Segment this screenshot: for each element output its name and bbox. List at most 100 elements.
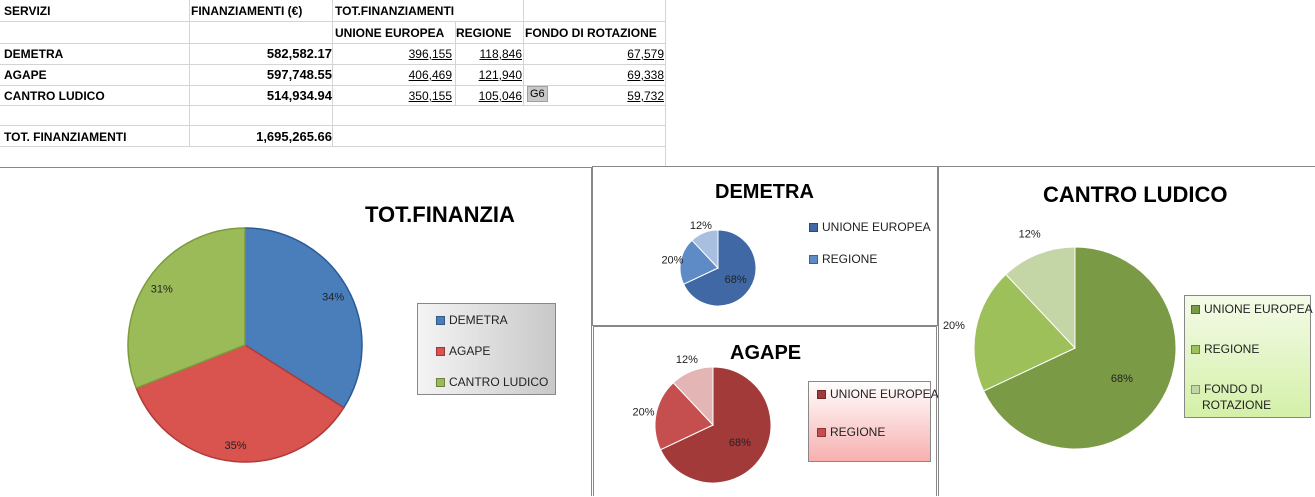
legend-item-agape: AGAPE: [436, 344, 490, 358]
row-ue-cantro-ludico[interactable]: 350,155: [408, 89, 452, 103]
row-total-agape[interactable]: 597,748.55: [266, 67, 332, 82]
legend-label: AGAPE: [449, 344, 491, 358]
grid-line: [0, 146, 666, 147]
legend-item-unione-europea: UNIONE EUROPEA: [809, 220, 931, 234]
pie-percent-label: 34%: [322, 292, 344, 304]
pie-percent-label: 20%: [661, 254, 683, 266]
legend-item-unione-europea: UNIONE EUROPEA: [817, 387, 939, 401]
legend-item-fondo-di-rotazione-line2: ROTAZIONE: [1202, 398, 1271, 412]
legend-swatch: [1191, 345, 1200, 355]
pie-slice-unione-europea[interactable]: [659, 366, 772, 484]
row-ue-agape[interactable]: 406,469: [408, 68, 452, 82]
pie-percent-label: 31%: [151, 283, 173, 295]
row-regione-cantro-ludico[interactable]: 105,046: [478, 89, 522, 103]
legend-label: UNIONE EUROPEA: [830, 387, 939, 401]
chart-cantro-ludico[interactable]: CANTRO LUDICO 68% 20% 12% UNIONE EUROPEA R…: [938, 166, 1315, 496]
pie-slice-fondo-di-rotazione[interactable]: [1005, 246, 1076, 350]
legend-swatch: [436, 316, 445, 326]
chart-tot-finanzia[interactable]: TOT.FINANZIA 34% 35% 31% DEMETRA AGAPE CAN…: [0, 167, 592, 496]
row-fondo-agape[interactable]: 69,338: [627, 68, 664, 82]
legend-swatch: [809, 255, 818, 265]
grid-line: [0, 85, 666, 86]
grid-line: [189, 0, 190, 146]
row-name-agape[interactable]: AGAPE: [4, 68, 47, 82]
pie-chart-agape: 68% 20% 12%: [632, 354, 772, 484]
row-fondo-cantro-ludico[interactable]: 59,732: [627, 89, 664, 103]
pie-slice-fondo-di-rotazione[interactable]: [691, 229, 719, 270]
grid-line: [332, 0, 333, 146]
legend-item-regione: REGIONE: [809, 252, 877, 266]
legend-label: DEMETRA: [449, 313, 508, 327]
header-unione-europea[interactable]: UNIONE EUROPEA: [335, 26, 445, 40]
chart-agape[interactable]: AGAPE 68% 20% 12% UNIONE EUROPEA REGIONE: [593, 326, 939, 496]
chart-title: CANTRO LUDICO: [1043, 182, 1228, 207]
row-total-demetra[interactable]: 582,582.17: [266, 46, 332, 61]
pie-percent-label: 20%: [632, 407, 654, 419]
row-regione-demetra[interactable]: 118,846: [479, 47, 523, 61]
grid-line: [0, 125, 666, 126]
chart-title: DEMETRA: [715, 181, 814, 203]
chart-legend[interactable]: UNIONE EUROPEA REGIONE FONDO DI ROTAZION…: [1184, 295, 1313, 418]
chart-title: AGAPE: [730, 342, 802, 364]
grid-line: [665, 0, 666, 166]
legend-label: ROTAZIONE: [1202, 398, 1272, 412]
legend-item-regione: REGIONE: [1191, 342, 1259, 356]
legend-swatch: [1191, 385, 1200, 395]
chart-legend[interactable]: DEMETRA AGAPE CANTRO LUDICO: [417, 303, 556, 395]
pie-percent-label: 12%: [690, 220, 712, 232]
legend-swatch: [809, 223, 818, 233]
pie-slice-regione[interactable]: [654, 382, 714, 451]
row-name-demetra[interactable]: DEMETRA: [4, 47, 64, 61]
legend-label: UNIONE EUROPEA: [822, 220, 931, 234]
grid-line: [523, 0, 524, 105]
legend-item-fondo-di-rotazione: FONDO DI: [1191, 382, 1263, 396]
spreadsheet-area: SERVIZI FINANZIAMENTI (€) TOT.FINANZIAME…: [0, 0, 666, 166]
legend-label: REGIONE: [830, 425, 886, 439]
grid-line: [455, 21, 456, 105]
grand-total-label[interactable]: TOT. FINANZIAMENTI: [4, 130, 127, 144]
legend-label: FONDO DI: [1204, 382, 1263, 396]
grid-line: [0, 64, 666, 65]
grid-line: [0, 105, 666, 106]
pie-slice-regione[interactable]: [973, 273, 1076, 392]
pie-chart-cantro-ludico: 68% 20% 12%: [943, 228, 1177, 450]
header-servizi[interactable]: SERVIZI: [4, 4, 51, 18]
pie-chart-total: 34% 35% 31%: [127, 227, 363, 463]
header-tot-finanziamenti[interactable]: TOT.FINANZIAMENTI: [335, 4, 455, 18]
pie-slice-unione-europea[interactable]: [982, 246, 1177, 450]
legend-item-cantro-ludico: CANTRO LUDICO: [436, 375, 548, 389]
legend-label: UNIONE EUROPEA: [1204, 302, 1313, 316]
pie-chart-demetra: 68% 20% 12%: [661, 220, 757, 307]
row-ue-demetra[interactable]: 396,155: [408, 47, 452, 61]
row-regione-agape[interactable]: 121,940: [478, 68, 522, 82]
legend-item-unione-europea: UNIONE EUROPEA: [1191, 302, 1313, 316]
legend-swatch: [817, 390, 826, 400]
grid-line: [0, 21, 666, 22]
row-name-cantro-ludico[interactable]: CANTRO LUDICO: [4, 89, 105, 103]
legend-swatch: [817, 428, 826, 438]
grid-line: [0, 43, 666, 44]
pie-percent-label: 68%: [725, 274, 747, 286]
pie-slice-agape[interactable]: [135, 344, 345, 463]
legend-swatch: [436, 378, 445, 388]
header-fondo-rotazione[interactable]: FONDO DI ROTAZIONE: [525, 26, 657, 40]
header-regione[interactable]: REGIONE: [456, 26, 512, 40]
pie-slice-unione-europea[interactable]: [682, 229, 757, 307]
row-fondo-demetra[interactable]: 67,579: [627, 47, 664, 61]
pie-percent-label: 35%: [225, 440, 247, 452]
pie-percent-label: 12%: [676, 354, 698, 366]
pie-slice-regione[interactable]: [679, 239, 719, 285]
chart-demetra[interactable]: DEMETRA 68% 20% 12% UNIONE EUROPEA REGIONE: [592, 166, 938, 326]
chart-legend[interactable]: UNIONE EUROPEA REGIONE: [808, 381, 939, 462]
legend-swatch: [1191, 305, 1200, 315]
legend-item-demetra: DEMETRA: [436, 313, 508, 327]
pie-percent-label: 68%: [1111, 373, 1133, 385]
pie-slice-fondo-di-rotazione[interactable]: [672, 366, 714, 427]
grand-total-value[interactable]: 1,695,265.66: [256, 129, 332, 144]
legend-label: REGIONE: [1204, 342, 1260, 356]
pie-slice-cantro-ludico[interactable]: [127, 227, 246, 390]
header-finanziamenti[interactable]: FINANZIAMENTI (€): [191, 4, 303, 18]
row-total-cantro-ludico[interactable]: 514,934.94: [266, 88, 332, 103]
legend-item-regione: REGIONE: [817, 425, 885, 439]
pie-percent-label: 20%: [943, 320, 965, 332]
